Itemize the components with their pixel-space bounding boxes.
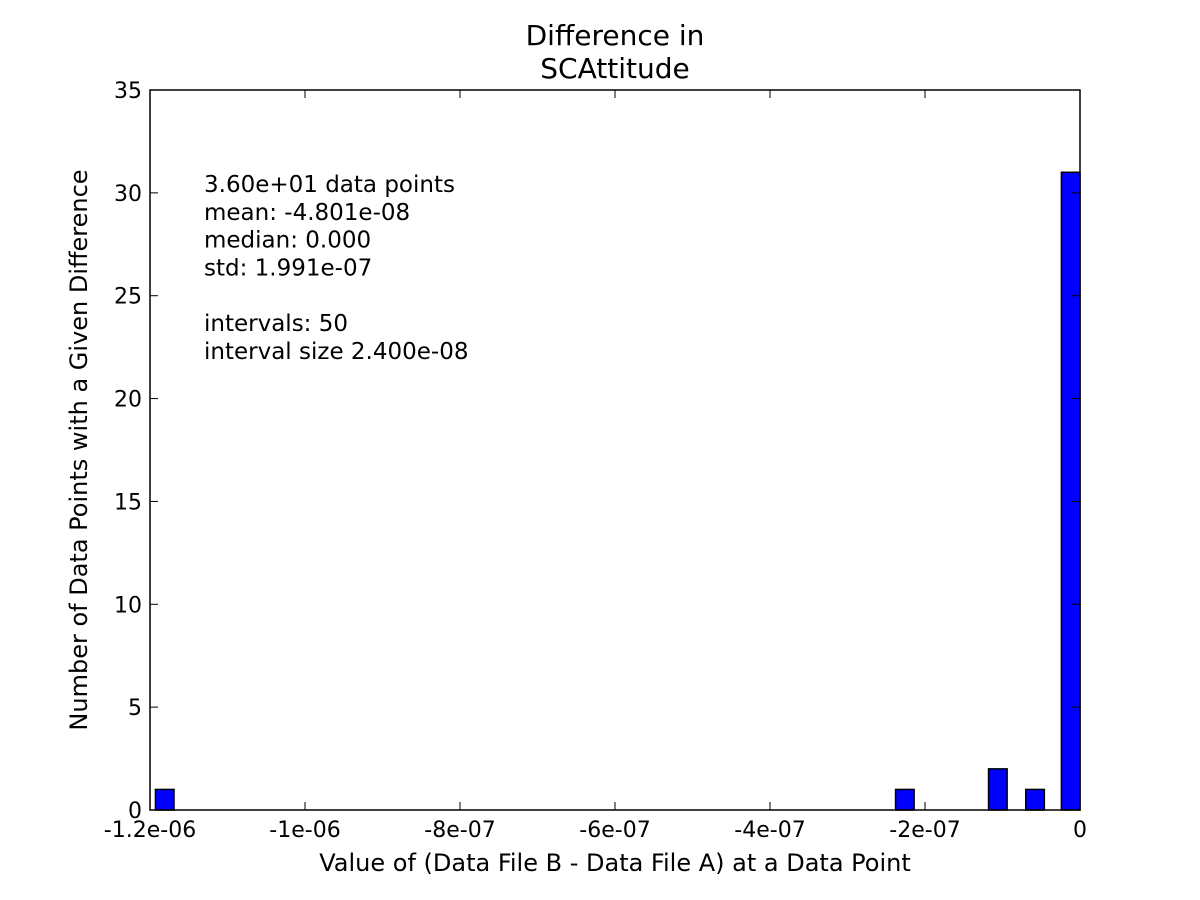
x-tick-label: -1e-06	[269, 818, 340, 843]
x-tick-label: -4e-07	[734, 818, 805, 843]
stats-annotation-line: interval size 2.400e-08	[204, 339, 468, 365]
stats-annotation-line: median: 0.000	[204, 228, 371, 254]
stats-annotation-line: intervals: 50	[204, 311, 348, 337]
stats-annotation-line: 3.60e+01 data points	[204, 172, 455, 198]
x-tick-label: -6e-07	[579, 818, 650, 843]
histogram-bar	[1060, 171, 1081, 811]
histogram-bar	[894, 788, 915, 811]
chart-title-line: SCAttitude	[540, 52, 689, 85]
chart-title-line: Difference in	[526, 19, 705, 52]
y-tick-label: 0	[128, 799, 142, 824]
y-tick-label: 5	[128, 696, 142, 721]
histogram-bar	[987, 768, 1008, 811]
axis-ticks: -1.2e-06 -1e-06 -8e-07 -6e-07 -4e-07 -2e-07 0 0…	[104, 79, 1087, 843]
y-tick-label: 20	[114, 388, 142, 413]
x-tick-label: 0	[1073, 818, 1087, 843]
stats-annotation-line: std: 1.991e-07	[204, 255, 372, 281]
histogram-bar	[154, 788, 175, 811]
x-tick-label: -2e-07	[889, 818, 960, 843]
y-tick-label: 10	[114, 593, 142, 618]
x-axis-label: Value of (Data File B - Data File A) at …	[319, 849, 911, 877]
stats-annotation-line: mean: -4.801e-08	[204, 200, 410, 226]
plot-frame	[149, 89, 1081, 811]
x-tick-label: -8e-07	[424, 818, 495, 843]
y-tick-label: 30	[114, 182, 142, 207]
bars	[154, 171, 1081, 811]
y-tick-label: 15	[114, 490, 142, 515]
x-tick-label: -1.2e-06	[104, 818, 196, 843]
y-tick-label: 35	[114, 79, 142, 104]
y-tick-label: 25	[114, 285, 142, 310]
histogram-bar	[1025, 788, 1046, 811]
y-axis-label: Number of Data Points with a Given Diffe…	[65, 169, 93, 730]
